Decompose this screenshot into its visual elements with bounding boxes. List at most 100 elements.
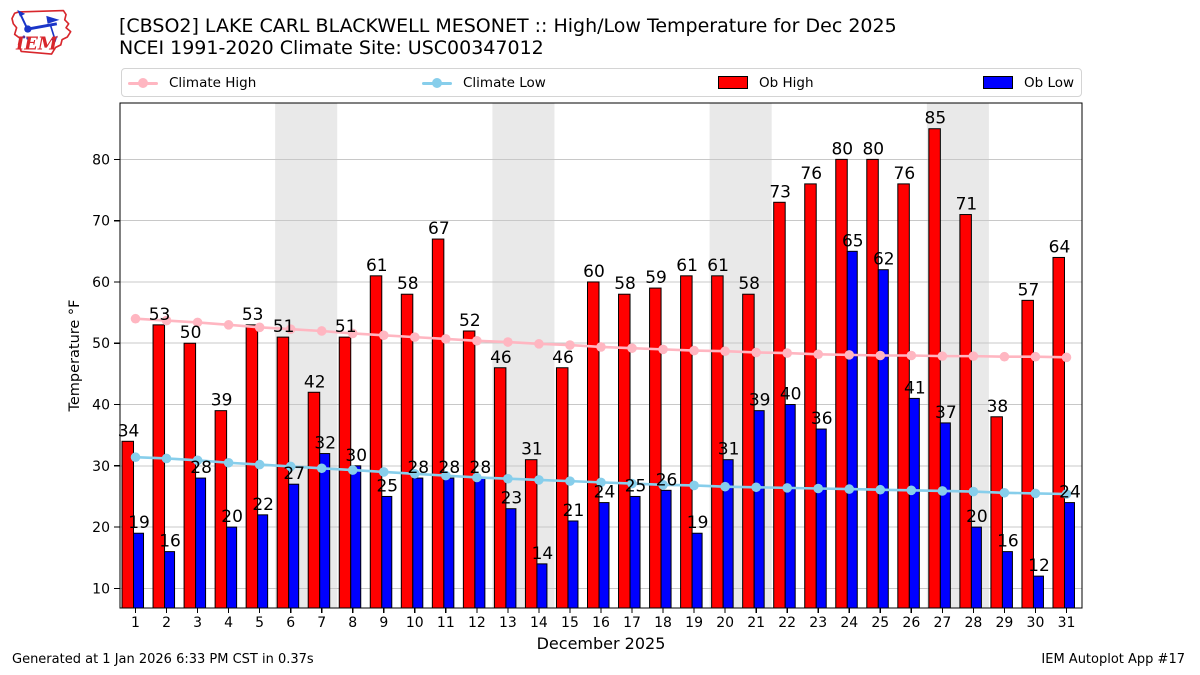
climate-low-marker [937,486,948,496]
ob-low-bar [939,422,951,609]
ob-high-bar [555,367,569,609]
ob-low-value-label: 12 [1028,556,1050,576]
climate-high-marker [503,337,513,347]
y-tick-label: 30 [92,459,110,475]
ob-high-value-label: 46 [552,348,574,368]
ob-low-bar [288,483,300,609]
ob-high-value-label: 46 [490,348,512,368]
climate-high-marker [410,332,420,342]
climate-low-marker [161,453,172,464]
x-tick-label: 5 [255,615,264,631]
climate-high-marker [534,339,544,349]
y-tick-label: 70 [92,214,110,230]
climate-low-marker [906,485,917,496]
ob-low-bar [319,453,331,609]
x-tick-label: 16 [592,615,610,631]
iem-logo: IEM [11,9,72,55]
climate-low-marker [813,483,824,494]
climate-low-line [130,452,1072,499]
legend-label-climate-high: Climate High [169,74,257,91]
climate-high-marker [782,348,792,358]
x-tick-label: 28 [964,615,982,631]
x-tick-label: 15 [561,615,579,631]
ob-low-value-label: 28 [470,458,492,478]
climate-low-marker [1061,489,1072,499]
climate-high-marker [378,330,389,341]
chart-title-block: [CBSO2] LAKE CARL BLACKWELL MESONET :: H… [119,15,897,59]
ob-high-bar [1052,256,1065,609]
climate-low-marker [875,484,886,495]
ob-bars [121,128,1075,609]
climate-low-marker [689,480,699,491]
generated-timestamp: Generated at 1 Jan 2026 6:33 PM CST in 0… [12,652,314,667]
ob-high-bar [990,416,1003,609]
x-tick-label: 7 [317,615,326,631]
legend-label-ob-high: Ob High [759,74,814,91]
y-tick-label: 60 [92,275,110,291]
legend-item-ob-low: Ob Low [983,69,1074,96]
ob-low-value-label: 65 [842,231,864,251]
ob-high-value-label: 57 [1018,280,1040,300]
ob-low-bar [1001,551,1013,609]
ob-high-bar [680,275,693,609]
climate-low-marker [782,483,792,493]
climate-low-marker [627,478,637,489]
x-tick-label: 27 [933,615,951,631]
ob-low-bar [443,477,455,609]
ob-low-bar [815,428,827,609]
legend-label-ob-low: Ob Low [1024,74,1075,91]
ob-high-bar [587,281,600,609]
ob-low-bar [226,526,238,609]
x-tick-label: 19 [685,615,703,631]
y-tick-label: 10 [92,581,110,597]
x-tick-label: 4 [224,615,233,631]
climate-low-marker [565,476,575,486]
ob-high-bar [773,201,786,609]
ob-low-bar [350,465,362,609]
ob-low-value-label: 21 [563,501,585,521]
x-tick-label: 3 [193,615,202,631]
ob-low-bar [598,502,610,609]
ob-low-value-label: 26 [656,470,678,490]
ob-low-value-label: 24 [1059,483,1081,503]
climate-high-marker [813,349,824,360]
ob-low-value-label: 40 [780,385,802,405]
ob-high-bar [959,214,972,609]
x-tick-label: 20 [716,615,734,631]
climate-low-marker [1030,488,1041,499]
climate-high-marker [596,342,606,352]
ob-high-bar [835,158,848,609]
ob-high-value-label: 58 [738,274,760,294]
ob-high-value-label: 64 [1049,237,1071,257]
climate-high-marker [192,317,203,328]
climate-high-marker [751,347,761,358]
legend-item-ob-high: Ob High [718,69,814,96]
climate-low-marker [720,481,730,492]
legend-item-climate-low: Climate Low [422,69,546,96]
climate-low-marker [410,468,420,479]
ob-low-value-label: 30 [345,446,367,466]
x-tick-label: 12 [468,615,486,631]
climate-high-marker [906,350,917,361]
climate-low-marker [751,482,761,493]
ob-high-value-label: 76 [894,164,916,184]
y-tick-label: 80 [92,152,110,168]
ob-low-bar [877,269,889,609]
ob-high-value-label: 61 [366,256,388,276]
chart-subtitle: NCEI 1991-2020 Climate Site: USC00347012 [119,37,544,59]
ob-high-value-label: 38 [987,397,1009,417]
chart-legend: Climate High Climate Low Ob High Ob Low [121,68,1082,97]
ob-low-bar [412,477,424,609]
legend-label-climate-low: Climate Low [463,74,546,91]
climate-high-marker [130,313,141,324]
iowa-outline [11,9,72,55]
y-tick-label: 50 [92,336,110,352]
ob-low-value-label: 19 [128,513,150,533]
ob-low-bar [846,250,858,609]
climate-low-marker [192,455,203,466]
x-tick-label: 13 [499,615,517,631]
ob-low-value-label: 36 [811,409,833,429]
ob-low-value-label: 28 [439,458,461,478]
